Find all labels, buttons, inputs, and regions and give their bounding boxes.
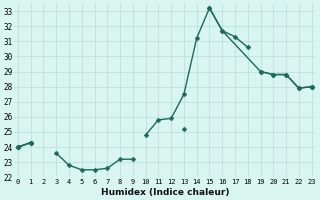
X-axis label: Humidex (Indice chaleur): Humidex (Indice chaleur): [100, 188, 229, 197]
